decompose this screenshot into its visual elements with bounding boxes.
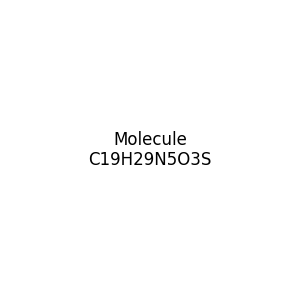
Text: Molecule
C19H29N5O3S: Molecule C19H29N5O3S: [88, 130, 212, 170]
